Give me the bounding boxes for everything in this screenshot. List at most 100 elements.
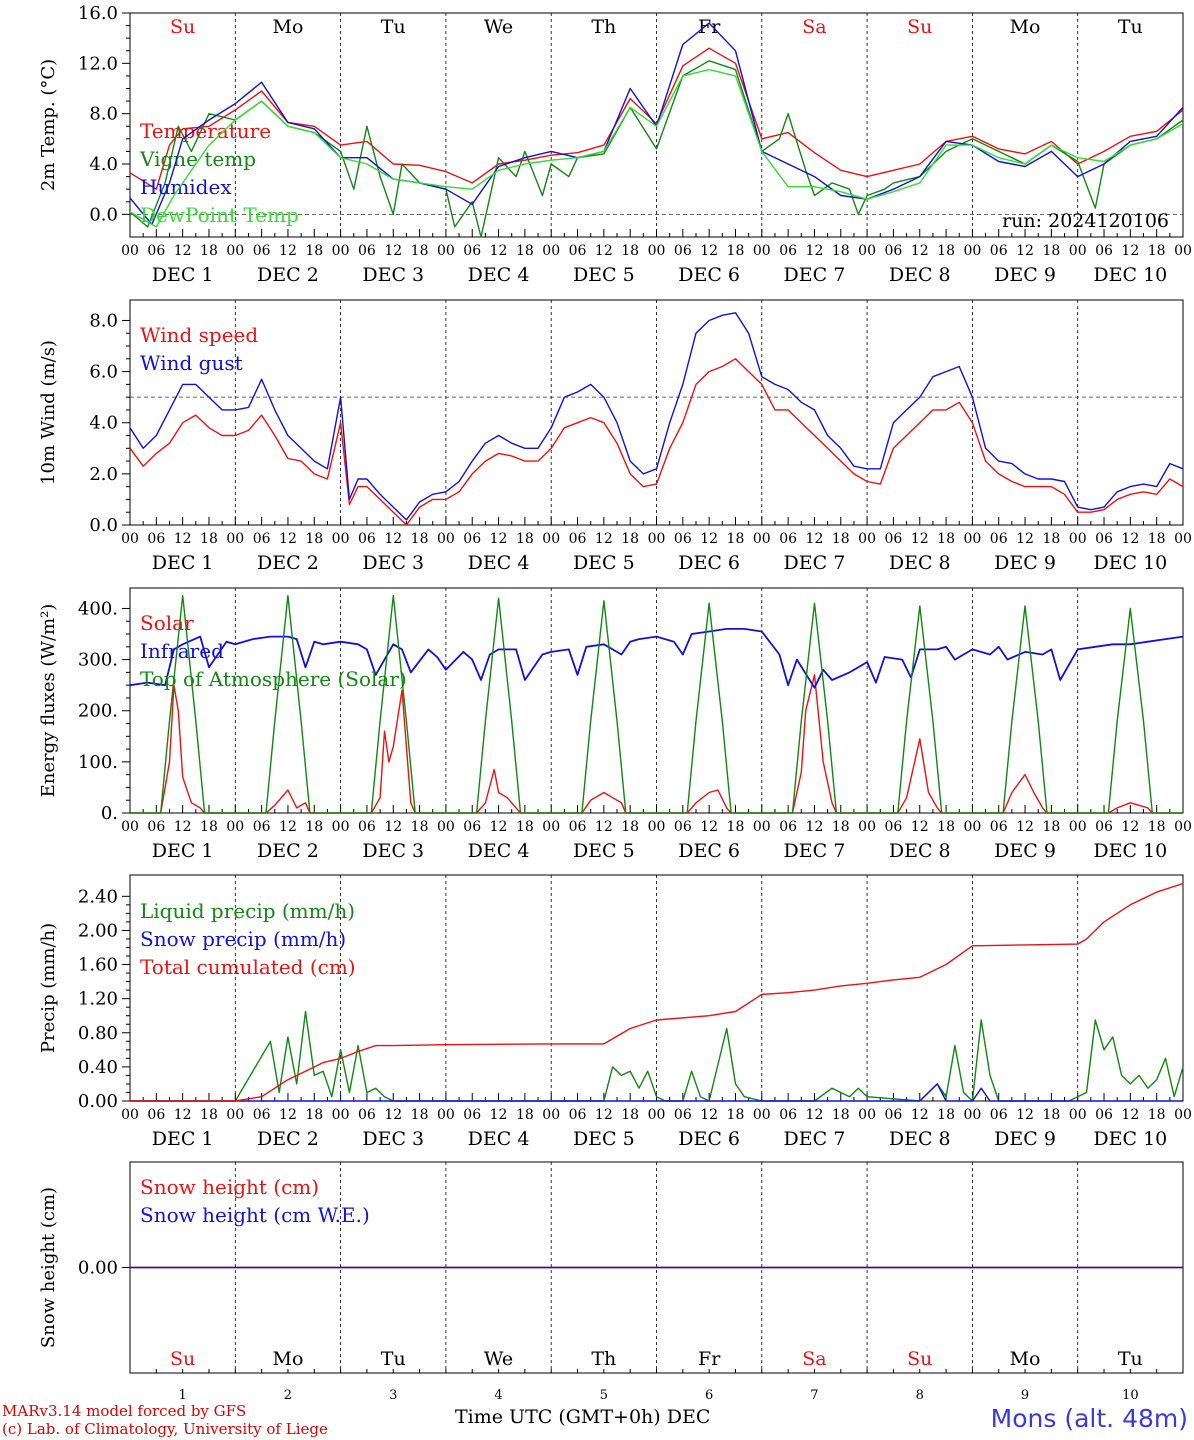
x-hour-label: 06 [463,819,481,835]
x-hour-label: 06 [569,1107,587,1123]
y-tick-label: 8.0 [89,310,118,331]
legend-entry: Infrared [140,639,224,663]
panel-5: 0.00 Snow height (cm) Su 1 Mo 2 Tu 3 We 4 Th 5 Fr 6 Sa… [38,1161,1184,1403]
x-hour-label: 00 [963,531,981,547]
x-hour-label: 00 [648,243,666,259]
y-tick-label: 4.0 [89,154,118,175]
panel-4: 2.40 2.00 1.60 1.20 0.80 0.40 0.00 Precip (mm/h… [38,874,1192,1150]
x-hour-label: 00 [542,1107,560,1123]
x-hour-label: 06 [885,531,903,547]
x-hour-label: 06 [253,1107,271,1123]
x-hour-label: 00 [858,819,876,835]
series-line-1 [129,358,1184,526]
x-hour-label: 12 [700,243,718,259]
x-hour-label: 06 [990,531,1008,547]
x-day-label: DEC 6 [678,840,740,862]
x-hour-label: 12 [700,531,718,547]
y-tick-label: 16.0 [78,3,118,24]
x-day-label: DEC 2 [257,552,319,574]
x-day-label: DEC 7 [784,264,846,286]
x-hour-label: 12 [279,1107,297,1123]
x-hour-label: 06 [358,243,376,259]
x-hour-label: 12 [1016,243,1034,259]
x-hour-label: 18 [727,243,745,259]
x-day-label: DEC 1 [152,1128,214,1150]
x-hour-label: 00 [753,1107,771,1123]
x-hour-label: 18 [411,243,429,259]
x-hour-label: 00 [121,819,139,835]
x-hour-label: 06 [147,819,165,835]
x-hour-label: 00 [1069,819,1087,835]
x-hour-label: 12 [911,243,929,259]
x-day-label: DEC 3 [362,552,424,574]
x-hour-label: 00 [332,819,350,835]
x-hour-label: 00 [437,531,455,547]
panel-1: 16.0 12.0 8.0 4.0 0.0 2m Temp. (°C) 00 06 12 18 00… [38,3,1192,286]
day-name-label: Tu [381,1348,406,1370]
y-tick-label: 100. [78,752,118,773]
x-hour-label: 12 [911,819,929,835]
station-label: Mons (alt. 48m) [990,1404,1188,1433]
x-hour-label: 06 [674,1107,692,1123]
x-day-label: DEC 2 [257,1128,319,1150]
x-day-label: DEC 1 [152,264,214,286]
legend-entry: Top of Atmosphere (Solar) [140,667,407,691]
x-hour-label: 18 [621,1107,639,1123]
x-hour-label: 06 [885,243,903,259]
x-day-label: DEC 10 [1093,840,1167,862]
legend-entry: Liquid precip (mm/h) [140,899,355,923]
x-day-label: DEC 8 [889,1128,951,1150]
x-hour-label: 18 [516,819,534,835]
x-hour-label: 18 [1042,531,1060,547]
x-hour-label: 00 [963,819,981,835]
x-hour-label: 18 [937,531,955,547]
x-hour-label: 12 [490,243,508,259]
x-hour-label: 18 [516,243,534,259]
x-hour-label: 18 [937,1107,955,1123]
x-hour-label: 00 [542,531,560,547]
day-name-label: Tu [381,16,406,38]
panel-frame [129,299,1184,526]
legend-entry: Vigne temp [139,147,256,171]
x-hour-label: 12 [806,243,824,259]
series-line-1 [130,674,1183,814]
x-hour-label: 00 [753,243,771,259]
x-hour-label: 12 [700,1107,718,1123]
day-name-label: Sa [802,1348,826,1370]
x-day-label: DEC 3 [362,840,424,862]
x-hour-label: 18 [1148,1107,1166,1123]
day-name-label: Mo [272,1348,303,1370]
panel-frame [129,587,1184,814]
x-day-label: DEC 9 [994,840,1056,862]
day-number-label: 8 [916,1388,924,1403]
x-hour-label: 00 [121,531,139,547]
x-hour-label: 06 [569,531,587,547]
x-hour-label: 06 [779,243,797,259]
day-name-label: Mo [1010,16,1041,38]
y-tick-label: 0. [101,803,118,824]
x-hour-label: 18 [937,819,955,835]
x-hour-label: 06 [674,243,692,259]
x-day-label: DEC 10 [1093,264,1167,286]
panel-2: 8.0 6.0 4.0 2.0 0.0 10m Wind (m/s) 00 06 12 18 00 0… [38,299,1192,574]
day-number-label: 4 [494,1388,502,1403]
x-hour-label: 12 [700,819,718,835]
x-hour-label: 00 [121,1107,139,1123]
x-day-label: DEC 5 [573,840,635,862]
day-number-label: 2 [284,1388,292,1403]
x-hour-label: 12 [174,531,192,547]
x-day-label: DEC 1 [152,552,214,574]
x-hour-label: 00 [858,1107,876,1123]
x-hour-label: 12 [490,531,508,547]
x-hour-label: 00 [648,531,666,547]
x-hour-label: 00 [332,243,350,259]
y-tick-label: 300. [78,650,118,671]
x-hour-label: 18 [621,531,639,547]
day-name-label: Tu [1118,1348,1143,1370]
day-name-label: Mo [272,16,303,38]
x-hour-label: 12 [279,243,297,259]
x-hour-label: 06 [1095,243,1113,259]
day-number-label: 6 [705,1388,713,1403]
y-tick-label: 8.0 [89,104,118,125]
x-day-label: DEC 3 [362,264,424,286]
